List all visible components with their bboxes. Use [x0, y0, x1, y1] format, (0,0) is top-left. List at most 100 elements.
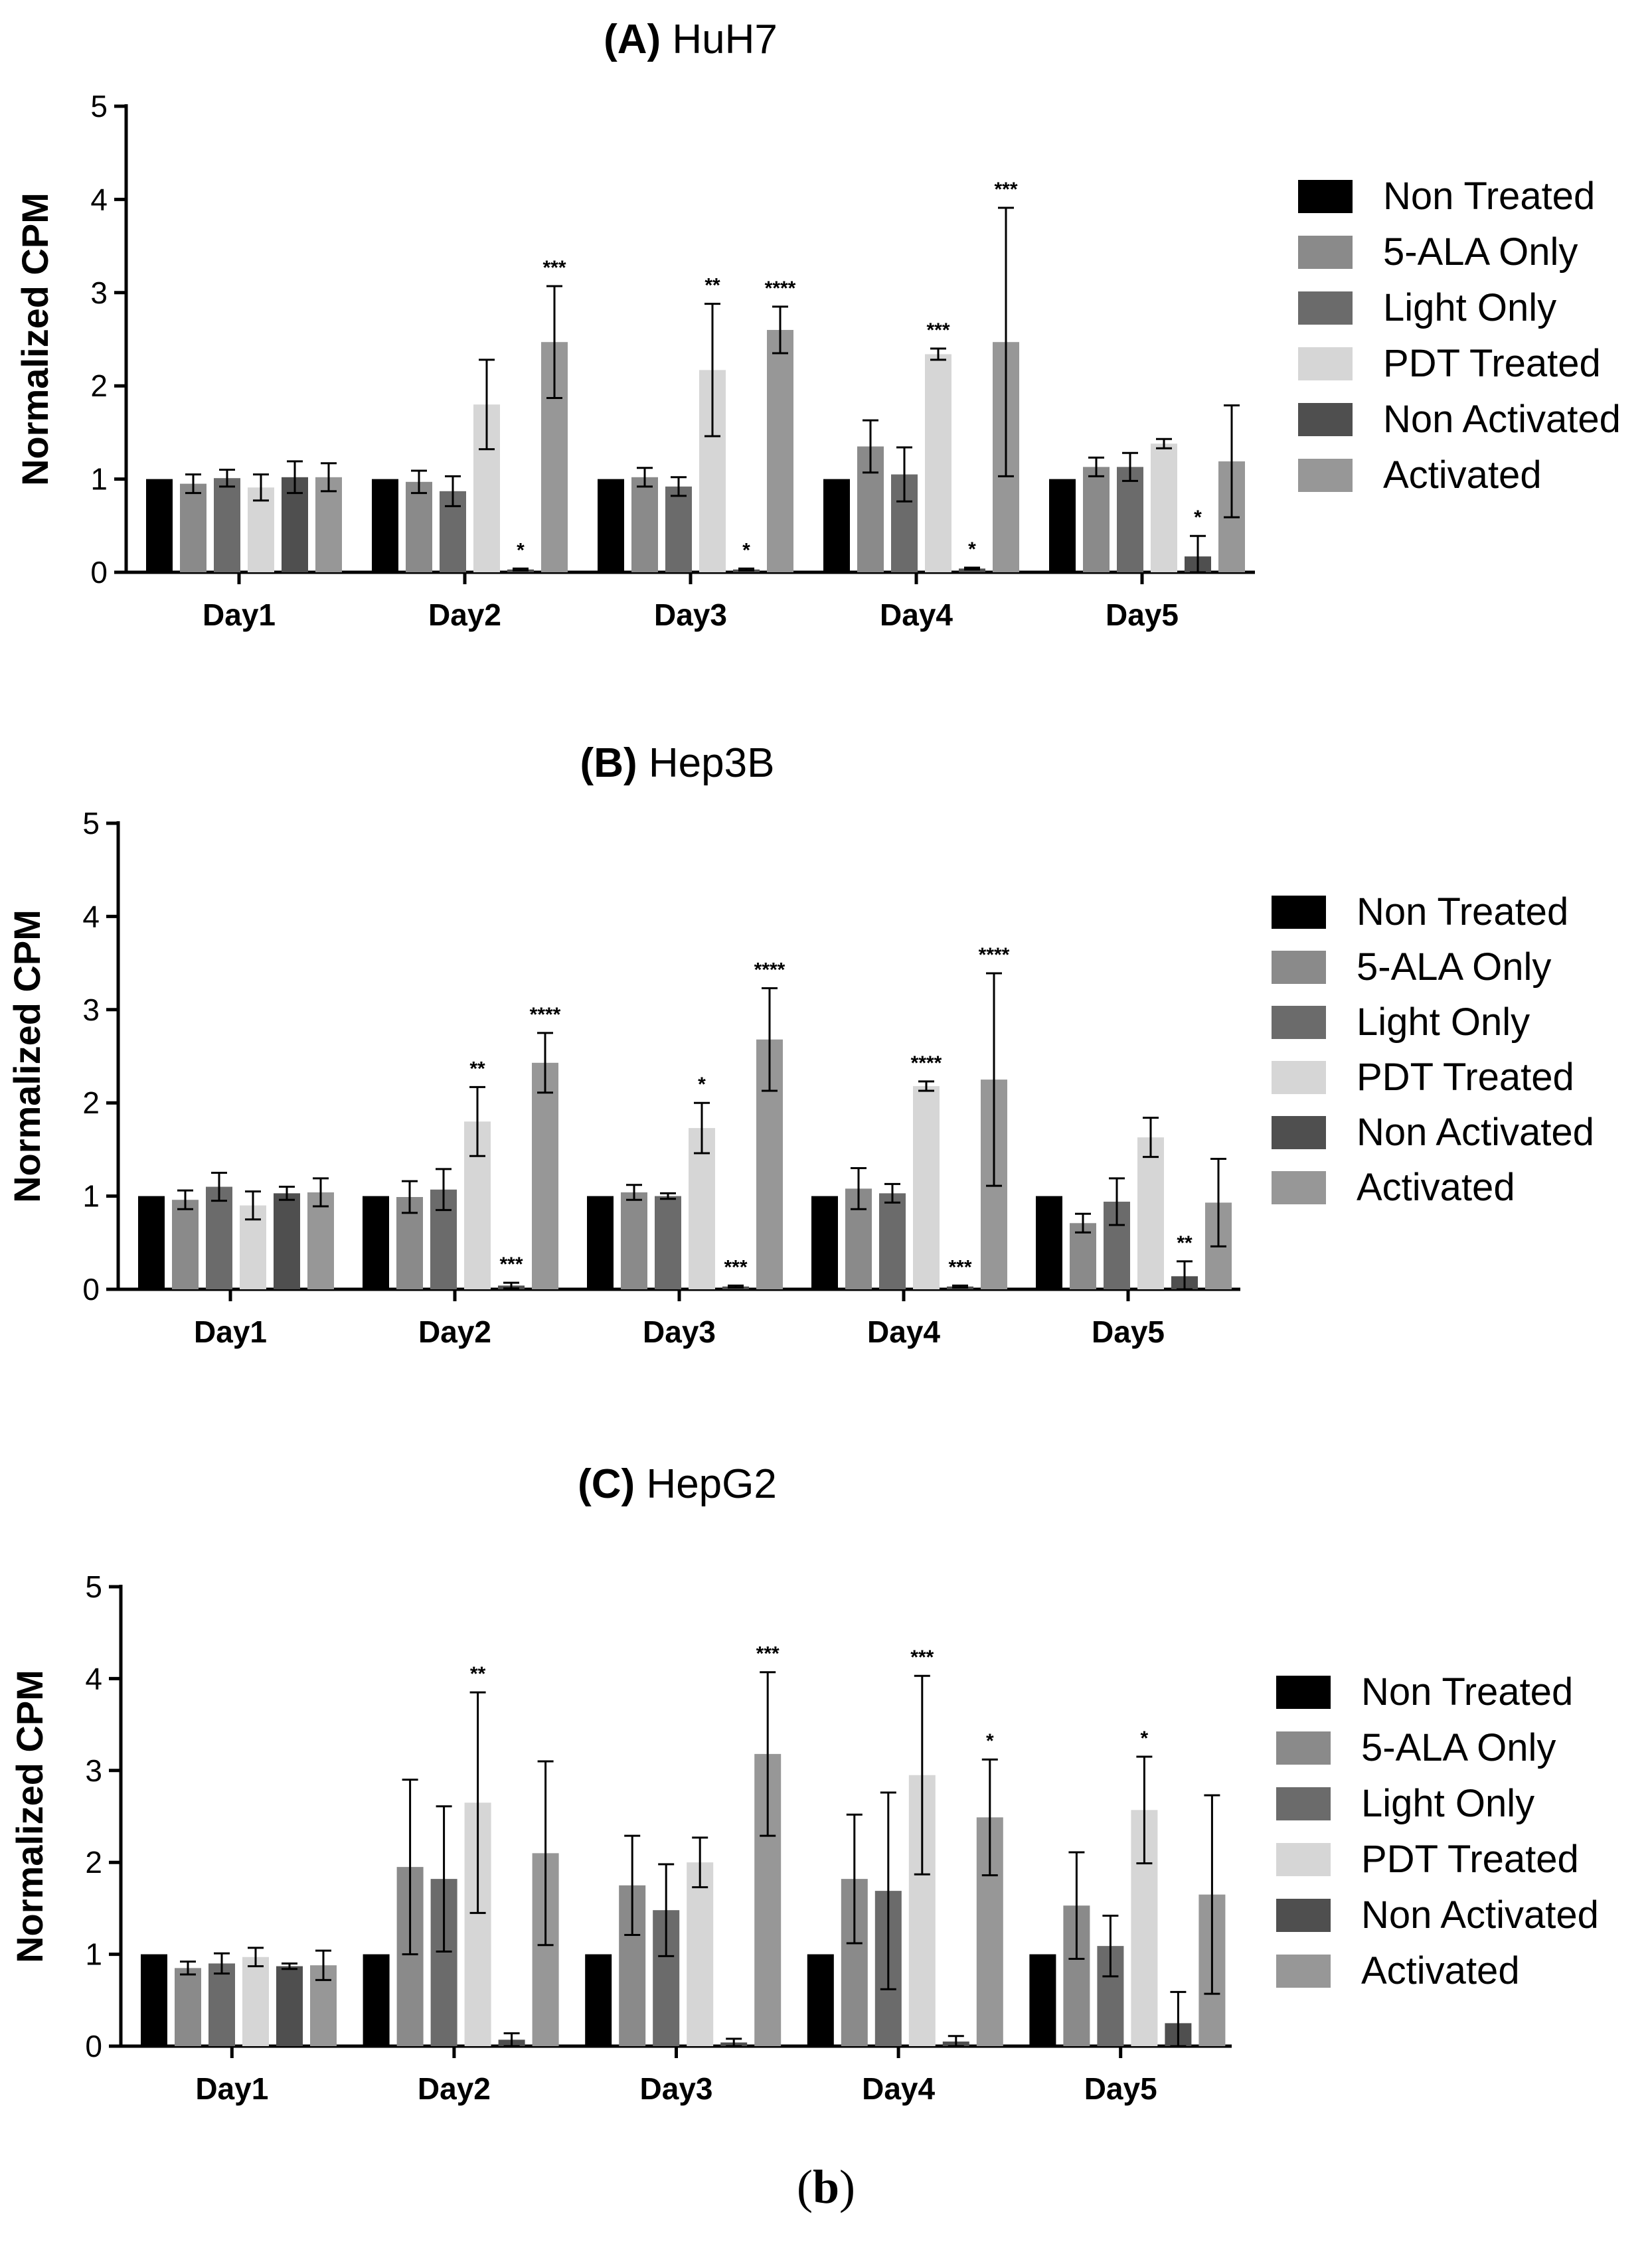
chart-title: (A) HuH7	[604, 17, 778, 62]
legend-label: PDT Treated	[1361, 1838, 1579, 1881]
caption-open: (	[797, 2160, 813, 2213]
x-tick-label: Day1	[203, 598, 276, 632]
x-tick-label: Day3	[643, 1315, 716, 1349]
legend-label: 5-ALA Only	[1357, 945, 1551, 989]
bar	[1049, 479, 1076, 572]
bar	[363, 1196, 389, 1289]
legend-swatch	[1276, 1787, 1331, 1820]
bar	[372, 479, 398, 572]
y-tick-label: 3	[82, 993, 100, 1027]
y-tick-label: 5	[82, 806, 100, 841]
significance-label: ***	[724, 1256, 747, 1278]
chart-title-name: HuH7	[661, 17, 778, 62]
y-axis-label: Normalized CPM	[6, 910, 48, 1203]
x-tick-label: Day4	[862, 2071, 935, 2106]
y-axis-label: Normalized CPM	[9, 1670, 50, 1963]
y-tick-label: 2	[82, 1085, 100, 1120]
caption-letter: b	[813, 2160, 839, 2213]
bar	[276, 1966, 303, 2046]
legend-swatch	[1298, 347, 1353, 380]
legend-swatch	[1276, 1843, 1331, 1876]
significance-label: *	[1141, 1727, 1149, 1749]
legend-swatch	[1276, 1731, 1331, 1765]
bar	[631, 477, 658, 572]
y-tick-label: 1	[90, 462, 108, 497]
bar	[248, 487, 274, 572]
x-tick-label: Day4	[867, 1315, 940, 1349]
bar	[665, 486, 692, 572]
significance-label: ****	[754, 959, 785, 981]
bar	[587, 1196, 614, 1289]
chart-title-name: HepG2	[635, 1461, 777, 1507]
legend-label: Activated	[1383, 453, 1542, 497]
legend-swatch	[1298, 459, 1353, 492]
bar	[807, 1954, 834, 2046]
significance-label: *	[742, 539, 750, 561]
significance-label: **	[704, 275, 720, 297]
bar	[242, 1957, 269, 2046]
chart-title: (C) HepG2	[578, 1461, 777, 1507]
chart-title: (B) Hep3B	[580, 740, 775, 786]
bar	[1070, 1223, 1096, 1289]
significance-label: ****	[911, 1052, 942, 1074]
legend-label: 5-ALA Only	[1383, 230, 1578, 274]
y-tick-label: 0	[85, 2029, 102, 2063]
bar	[689, 1128, 715, 1289]
bar	[274, 1193, 300, 1289]
x-tick-label: Day2	[428, 598, 501, 632]
legend-swatch	[1276, 1899, 1331, 1932]
significance-label: ***	[542, 257, 566, 279]
bar	[879, 1193, 906, 1289]
bar	[1036, 1196, 1062, 1289]
caption-close: )	[839, 2160, 855, 2213]
bar	[1029, 1954, 1056, 2046]
x-tick-label: Day5	[1106, 598, 1179, 632]
bar	[655, 1196, 681, 1289]
bar	[925, 354, 951, 572]
legend-label: Non Activated	[1357, 1111, 1594, 1154]
legend-label: Non Activated	[1361, 1893, 1599, 1937]
y-tick-label: 3	[90, 276, 108, 310]
y-tick-label: 5	[90, 89, 108, 123]
legend-label: PDT Treated	[1357, 1056, 1574, 1099]
significance-label: *	[968, 538, 976, 560]
chart-title-letter: (A)	[604, 17, 661, 62]
legend-label: Non Treated	[1361, 1670, 1573, 1714]
bar	[206, 1186, 232, 1289]
legend-label: 5-ALA Only	[1361, 1726, 1556, 1769]
significance-label: *	[698, 1074, 706, 1095]
bar	[172, 1200, 199, 1289]
y-tick-label: 2	[85, 1845, 102, 1880]
bar	[823, 479, 850, 572]
y-tick-label: 0	[82, 1272, 100, 1307]
bar	[175, 1968, 201, 2046]
y-tick-label: 4	[90, 182, 108, 216]
legend-swatch	[1276, 1955, 1331, 1988]
significance-label: ***	[499, 1253, 523, 1275]
bar	[621, 1192, 647, 1289]
y-tick-label: 1	[85, 1937, 102, 1972]
legend-label: Activated	[1361, 1949, 1520, 1992]
y-tick-label: 4	[82, 899, 100, 933]
x-tick-label: Day1	[194, 1315, 267, 1349]
significance-label: *	[986, 1730, 994, 1752]
bar	[307, 1192, 334, 1289]
bar	[687, 1862, 714, 2046]
y-tick-label: 3	[85, 1753, 102, 1788]
legend-swatch	[1298, 291, 1353, 325]
bar	[598, 479, 624, 572]
significance-label: ***	[994, 179, 1017, 200]
bar	[138, 1196, 165, 1289]
x-tick-label: Day5	[1084, 2071, 1157, 2106]
legend-swatch	[1272, 951, 1326, 984]
significance-label: ****	[979, 944, 1010, 966]
bar	[1137, 1137, 1164, 1289]
legend-swatch	[1298, 236, 1353, 269]
y-tick-label: 5	[85, 1569, 102, 1604]
significance-label: **	[470, 1663, 486, 1685]
significance-label: *	[1194, 507, 1202, 528]
